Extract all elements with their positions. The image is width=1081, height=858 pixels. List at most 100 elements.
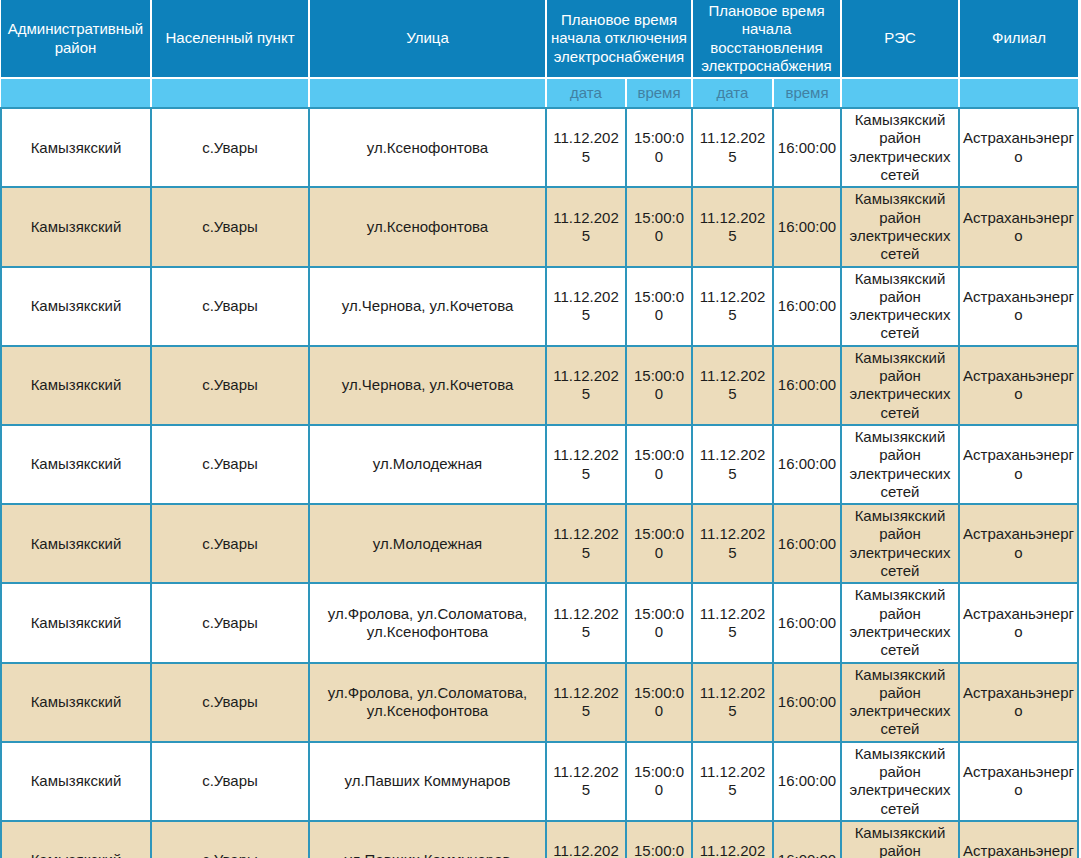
col-header-branch: Филиал (959, 0, 1078, 78)
cell-restore-time: 16:00:00 (773, 742, 841, 821)
cell-district: Камызякский (1, 821, 151, 858)
cell-district: Камызякский (1, 663, 151, 742)
cell-district: Камызякский (1, 504, 151, 583)
cell-outage-time: 15:00:00 (626, 187, 692, 266)
cell-outage-date: 11.12.2025 (546, 504, 626, 583)
cell-restore-date: 11.12.2025 (692, 108, 773, 187)
cell-settlement: с.Увары (151, 821, 309, 858)
cell-restore-time: 16:00:00 (773, 663, 841, 742)
cell-outage-date: 11.12.2025 (546, 267, 626, 346)
cell-res: Камызякский район электрических сетей (841, 267, 959, 346)
cell-restore-time: 16:00:00 (773, 504, 841, 583)
header-row-sub: дата время дата время (1, 78, 1078, 108)
cell-branch: Астраханьэнерго (959, 187, 1078, 266)
cell-outage-time: 15:00:00 (626, 504, 692, 583)
cell-branch: Астраханьэнерго (959, 267, 1078, 346)
cell-restore-time: 16:00:00 (773, 346, 841, 425)
cell-branch: Астраханьэнерго (959, 504, 1078, 583)
cell-restore-date: 11.12.2025 (692, 267, 773, 346)
col-header-res: РЭС (841, 0, 959, 78)
cell-res: Камызякский район электрических сетей (841, 663, 959, 742)
cell-restore-time: 16:00:00 (773, 425, 841, 504)
cell-res: Камызякский район электрических сетей (841, 504, 959, 583)
cell-restore-date: 11.12.2025 (692, 821, 773, 858)
cell-district: Камызякский (1, 346, 151, 425)
cell-branch: Астраханьэнерго (959, 821, 1078, 858)
outage-schedule-table: Административный район Населенный пункт … (0, 0, 1079, 858)
subheader-empty-res (841, 78, 959, 108)
cell-restore-time: 16:00:00 (773, 108, 841, 187)
table-row: Камызякский с.Увары ул.Павших Коммунаров… (1, 742, 1078, 821)
table-row: Камызякский с.Увары ул.Чернова, ул.Кочет… (1, 346, 1078, 425)
subheader-empty-branch (959, 78, 1078, 108)
table-row: Камызякский с.Увары ул.Павших Коммунаров… (1, 821, 1078, 858)
col-header-outage-group: Плановое время начала отключения электро… (546, 0, 692, 78)
subheader-outage-date: дата (546, 78, 626, 108)
table-row: Камызякский с.Увары ул.Молодежная 11.12.… (1, 504, 1078, 583)
cell-outage-date: 11.12.2025 (546, 663, 626, 742)
cell-district: Камызякский (1, 742, 151, 821)
cell-street: ул.Павших Коммунаров (309, 821, 546, 858)
cell-outage-date: 11.12.2025 (546, 821, 626, 858)
cell-res: Камызякский район электрических сетей (841, 425, 959, 504)
cell-res: Камызякский район электрических сетей (841, 742, 959, 821)
subheader-empty-street (309, 78, 546, 108)
cell-district: Камызякский (1, 583, 151, 662)
cell-res: Камызякский район электрических сетей (841, 187, 959, 266)
cell-outage-time: 15:00:00 (626, 267, 692, 346)
cell-restore-time: 16:00:00 (773, 187, 841, 266)
cell-res: Камызякский район электрических сетей (841, 108, 959, 187)
cell-outage-time: 15:00:00 (626, 663, 692, 742)
cell-branch: Астраханьэнерго (959, 346, 1078, 425)
cell-street: ул.Чернова, ул.Кочетова (309, 267, 546, 346)
col-header-street: Улица (309, 0, 546, 78)
cell-outage-date: 11.12.2025 (546, 346, 626, 425)
col-header-district: Административный район (1, 0, 151, 78)
subheader-restore-time: время (773, 78, 841, 108)
cell-street: ул.Молодежная (309, 504, 546, 583)
cell-restore-time: 16:00:00 (773, 583, 841, 662)
cell-branch: Астраханьэнерго (959, 108, 1078, 187)
cell-res: Камызякский район электрических сетей (841, 346, 959, 425)
cell-outage-time: 15:00:00 (626, 821, 692, 858)
cell-restore-date: 11.12.2025 (692, 425, 773, 504)
col-header-restore-group: Плановое время начала восстановления эле… (692, 0, 841, 78)
cell-settlement: с.Увары (151, 663, 309, 742)
cell-res: Камызякский район электрических сетей (841, 583, 959, 662)
cell-restore-date: 11.12.2025 (692, 187, 773, 266)
cell-outage-date: 11.12.2025 (546, 425, 626, 504)
table-row: Камызякский с.Увары ул.Ксенофонтова 11.1… (1, 108, 1078, 187)
cell-outage-time: 15:00:00 (626, 346, 692, 425)
table-row: Камызякский с.Увары ул.Чернова, ул.Кочет… (1, 267, 1078, 346)
cell-outage-time: 15:00:00 (626, 583, 692, 662)
cell-district: Камызякский (1, 267, 151, 346)
table-row: Камызякский с.Увары ул.Фролова, ул.Солом… (1, 583, 1078, 662)
table-row: Камызякский с.Увары ул.Фролова, ул.Солом… (1, 663, 1078, 742)
cell-outage-date: 11.12.2025 (546, 742, 626, 821)
cell-restore-date: 11.12.2025 (692, 583, 773, 662)
cell-restore-date: 11.12.2025 (692, 663, 773, 742)
cell-settlement: с.Увары (151, 425, 309, 504)
cell-settlement: с.Увары (151, 267, 309, 346)
cell-outage-time: 15:00:00 (626, 108, 692, 187)
cell-branch: Астраханьэнерго (959, 425, 1078, 504)
cell-restore-date: 11.12.2025 (692, 504, 773, 583)
cell-branch: Астраханьэнерго (959, 583, 1078, 662)
cell-street: ул.Фролова, ул.Соломатова, ул.Ксенофонто… (309, 583, 546, 662)
table-row: Камызякский с.Увары ул.Ксенофонтова 11.1… (1, 187, 1078, 266)
cell-outage-time: 15:00:00 (626, 425, 692, 504)
table-header: Административный район Населенный пункт … (1, 0, 1078, 108)
cell-street: ул.Ксенофонтова (309, 187, 546, 266)
subheader-empty-settlement (151, 78, 309, 108)
cell-outage-time: 15:00:00 (626, 742, 692, 821)
cell-restore-date: 11.12.2025 (692, 346, 773, 425)
header-row-main: Административный район Населенный пункт … (1, 0, 1078, 78)
cell-street: ул.Ксенофонтова (309, 108, 546, 187)
table-body: Камызякский с.Увары ул.Ксенофонтова 11.1… (1, 108, 1078, 858)
cell-outage-date: 11.12.2025 (546, 187, 626, 266)
subheader-restore-date: дата (692, 78, 773, 108)
cell-restore-time: 16:00:00 (773, 267, 841, 346)
cell-street: ул.Фролова, ул.Соломатова, ул.Ксенофонто… (309, 663, 546, 742)
cell-branch: Астраханьэнерго (959, 663, 1078, 742)
cell-district: Камызякский (1, 108, 151, 187)
